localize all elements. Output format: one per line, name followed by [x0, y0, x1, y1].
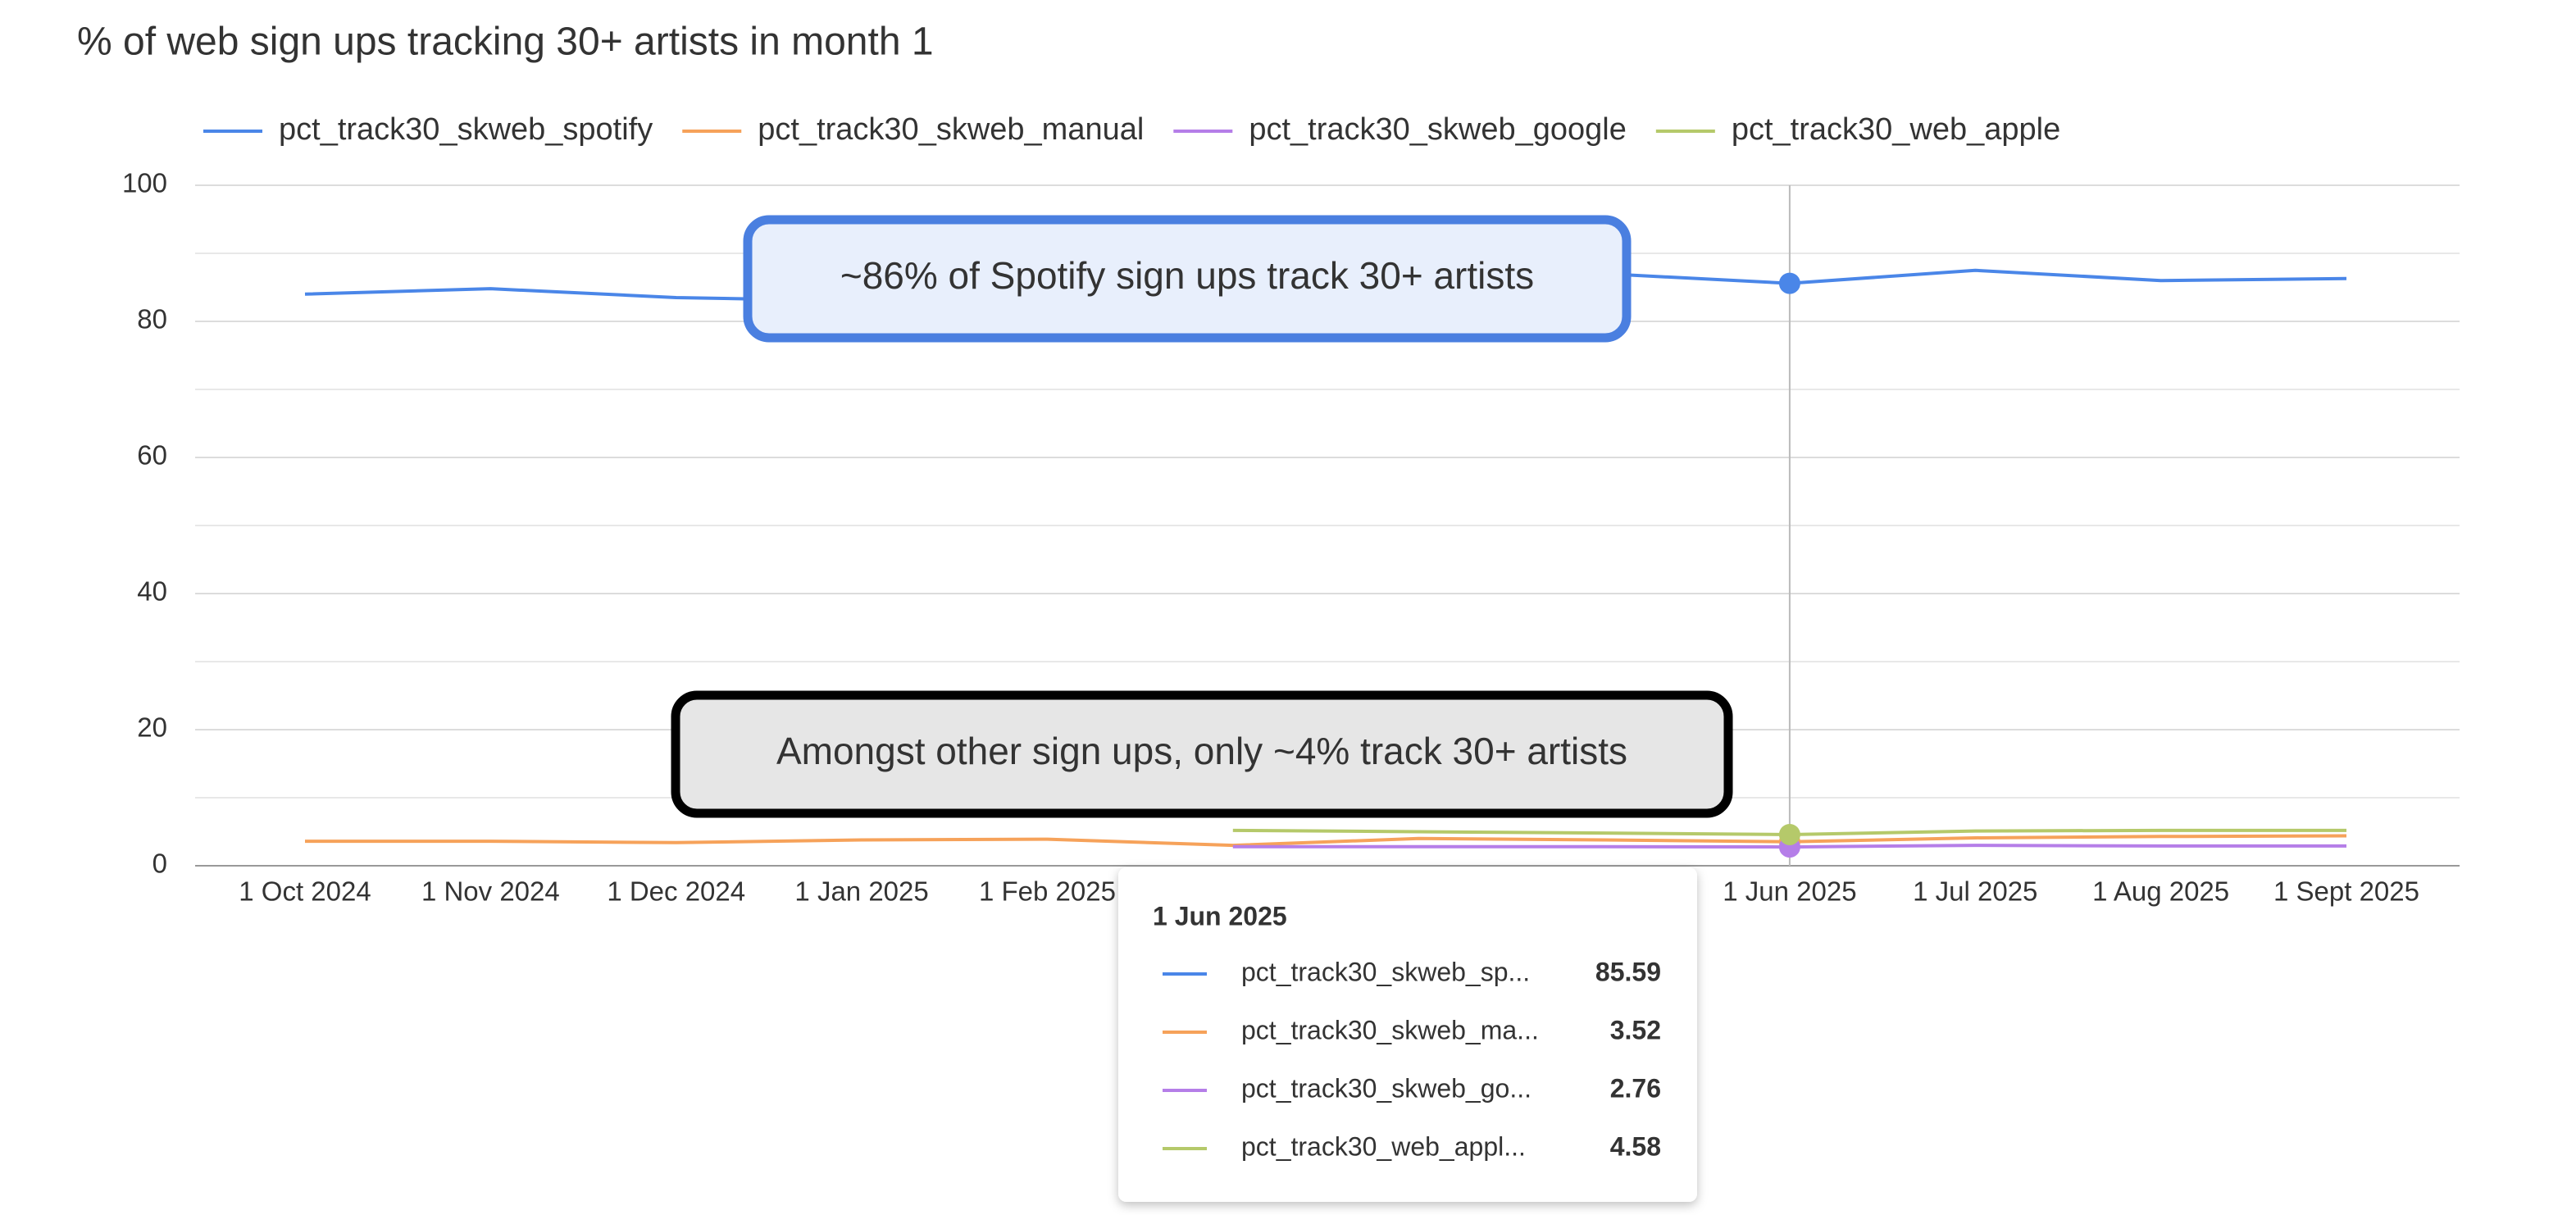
y-tick-label: 100 — [122, 168, 167, 198]
hover-point — [1778, 823, 1800, 845]
tooltip-value: 85.59 — [1595, 957, 1661, 986]
hover-point — [1778, 272, 1800, 294]
legend-label: pct_track30_skweb_manual — [758, 112, 1144, 147]
x-tick-label: 1 Jan 2025 — [794, 876, 928, 907]
x-tick-label: 1 Sept 2025 — [2273, 876, 2419, 907]
x-tick-label: 1 Aug 2025 — [2092, 876, 2229, 907]
legend-label: pct_track30_skweb_google — [1249, 112, 1627, 147]
y-tick-label: 80 — [137, 304, 167, 334]
x-tick-label: 1 Nov 2024 — [421, 876, 560, 907]
x-tick-label: 1 Jun 2025 — [1723, 876, 1856, 907]
legend-label: pct_track30_web_apple — [1732, 112, 2060, 147]
tooltip-value: 4.58 — [1610, 1131, 1661, 1161]
x-tick-label: 1 Dec 2024 — [607, 876, 745, 907]
y-tick-label: 20 — [137, 712, 167, 743]
tooltip-box — [1118, 867, 1697, 1202]
tooltip-label: pct_track30_skweb_go... — [1241, 1073, 1531, 1103]
x-tick-label: 1 Oct 2024 — [239, 876, 371, 907]
legend-label: pct_track30_skweb_spotify — [279, 112, 653, 147]
y-tick-label: 0 — [152, 849, 167, 879]
tooltip-title: 1 Jun 2025 — [1153, 901, 1287, 931]
y-tick-label: 60 — [137, 440, 167, 471]
tooltip-label: pct_track30_skweb_ma... — [1241, 1015, 1539, 1044]
x-tick-label: 1 Feb 2025 — [979, 876, 1116, 907]
tooltip-value: 2.76 — [1610, 1073, 1661, 1103]
chart-title: % of web sign ups tracking 30+ artists i… — [77, 20, 934, 64]
tooltip-label: pct_track30_web_appl... — [1241, 1131, 1526, 1161]
annotation-text: Amongst other sign ups, only ~4% track 3… — [776, 730, 1627, 772]
series-line — [305, 834, 2347, 848]
annotation-box — [743, 215, 1632, 343]
annotation-text: ~86% of Spotify sign ups track 30+ artis… — [840, 254, 1534, 297]
x-tick-label: 1 Jul 2025 — [1913, 876, 2037, 907]
tooltip-value: 3.52 — [1610, 1015, 1661, 1044]
y-tick-label: 40 — [137, 576, 167, 607]
annotation-box — [671, 690, 1733, 818]
tooltip: 1 Jun 2025 pct_track30_skweb_sp... 85.59 pc… — [1118, 867, 1697, 1202]
tooltip-label: pct_track30_skweb_sp... — [1241, 957, 1530, 986]
